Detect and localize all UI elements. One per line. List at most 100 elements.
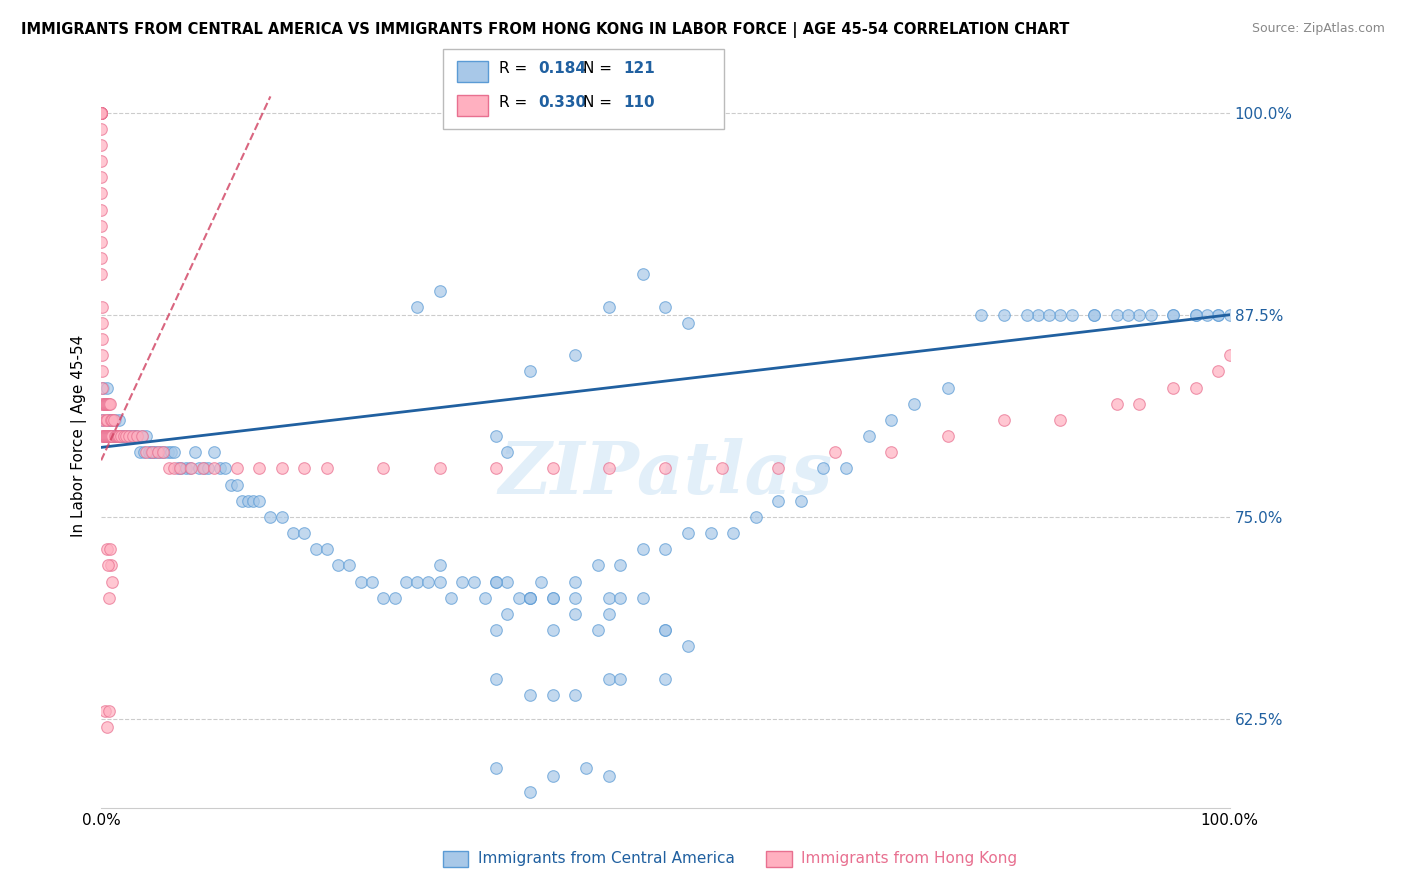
Point — [373, 591, 395, 605]
Point — [676, 640, 699, 654]
Point — [270, 510, 292, 524]
Y-axis label: In Labor Force | Age 45-54: In Labor Force | Age 45-54 — [72, 334, 87, 537]
Point — [598, 591, 620, 605]
Point — [105, 429, 128, 443]
Point — [90, 251, 112, 265]
Point — [91, 380, 114, 394]
Point — [91, 413, 114, 427]
Point — [202, 445, 225, 459]
Point — [1197, 308, 1219, 322]
Point — [440, 591, 463, 605]
Point — [94, 429, 117, 443]
Point — [361, 574, 384, 589]
Point — [496, 607, 519, 621]
Point — [326, 558, 349, 573]
Point — [429, 558, 451, 573]
Point — [236, 493, 259, 508]
Point — [654, 672, 676, 686]
Point — [157, 461, 180, 475]
Point — [858, 429, 880, 443]
Point — [197, 461, 219, 475]
Point — [654, 461, 676, 475]
Point — [138, 445, 160, 459]
Point — [146, 445, 169, 459]
Point — [564, 574, 586, 589]
Point — [1219, 348, 1241, 362]
Point — [259, 510, 281, 524]
Point — [406, 574, 429, 589]
Point — [586, 623, 609, 637]
Point — [631, 542, 654, 557]
Point — [98, 429, 121, 443]
Point — [131, 429, 153, 443]
Text: N =: N = — [583, 62, 617, 76]
Point — [120, 429, 142, 443]
Point — [191, 461, 214, 475]
Point — [124, 429, 146, 443]
Point — [90, 105, 112, 120]
Point — [835, 461, 858, 475]
Point — [112, 429, 135, 443]
Point — [96, 429, 118, 443]
Point — [631, 591, 654, 605]
Point — [184, 445, 207, 459]
Text: R =: R = — [499, 95, 533, 110]
Point — [1060, 308, 1083, 322]
Point — [96, 413, 118, 427]
Point — [94, 429, 117, 443]
Point — [93, 380, 115, 394]
Point — [231, 493, 253, 508]
Point — [118, 429, 141, 443]
Point — [98, 704, 121, 718]
Point — [98, 397, 121, 411]
Point — [721, 526, 744, 541]
Point — [654, 542, 676, 557]
Point — [395, 574, 418, 589]
Point — [474, 591, 496, 605]
Point — [247, 461, 270, 475]
Point — [225, 477, 247, 491]
Point — [485, 672, 508, 686]
Point — [225, 461, 247, 475]
Point — [350, 574, 373, 589]
Point — [98, 429, 121, 443]
Point — [281, 526, 304, 541]
Point — [631, 268, 654, 282]
Point — [101, 429, 124, 443]
Point — [496, 445, 519, 459]
Point — [1185, 380, 1208, 394]
Point — [1105, 397, 1128, 411]
Point — [167, 461, 190, 475]
Point — [107, 429, 129, 443]
Point — [90, 137, 112, 152]
Point — [790, 493, 813, 508]
Point — [104, 429, 127, 443]
Point — [132, 445, 155, 459]
Point — [90, 105, 112, 120]
Point — [96, 542, 118, 557]
Point — [104, 413, 127, 427]
Point — [163, 461, 186, 475]
Point — [903, 397, 925, 411]
Point — [90, 105, 112, 120]
Point — [90, 105, 112, 120]
Point — [1219, 308, 1241, 322]
Point — [463, 574, 485, 589]
Point — [90, 186, 112, 201]
Point — [993, 308, 1015, 322]
Point — [609, 591, 631, 605]
Point — [121, 429, 143, 443]
Point — [90, 105, 112, 120]
Point — [117, 429, 139, 443]
Point — [103, 413, 125, 427]
Point — [127, 429, 149, 443]
Point — [598, 300, 620, 314]
Point — [242, 493, 264, 508]
Point — [1208, 308, 1230, 322]
Point — [993, 413, 1015, 427]
Point — [100, 429, 122, 443]
Point — [93, 704, 115, 718]
Point — [100, 413, 122, 427]
Point — [93, 397, 115, 411]
Point — [586, 558, 609, 573]
